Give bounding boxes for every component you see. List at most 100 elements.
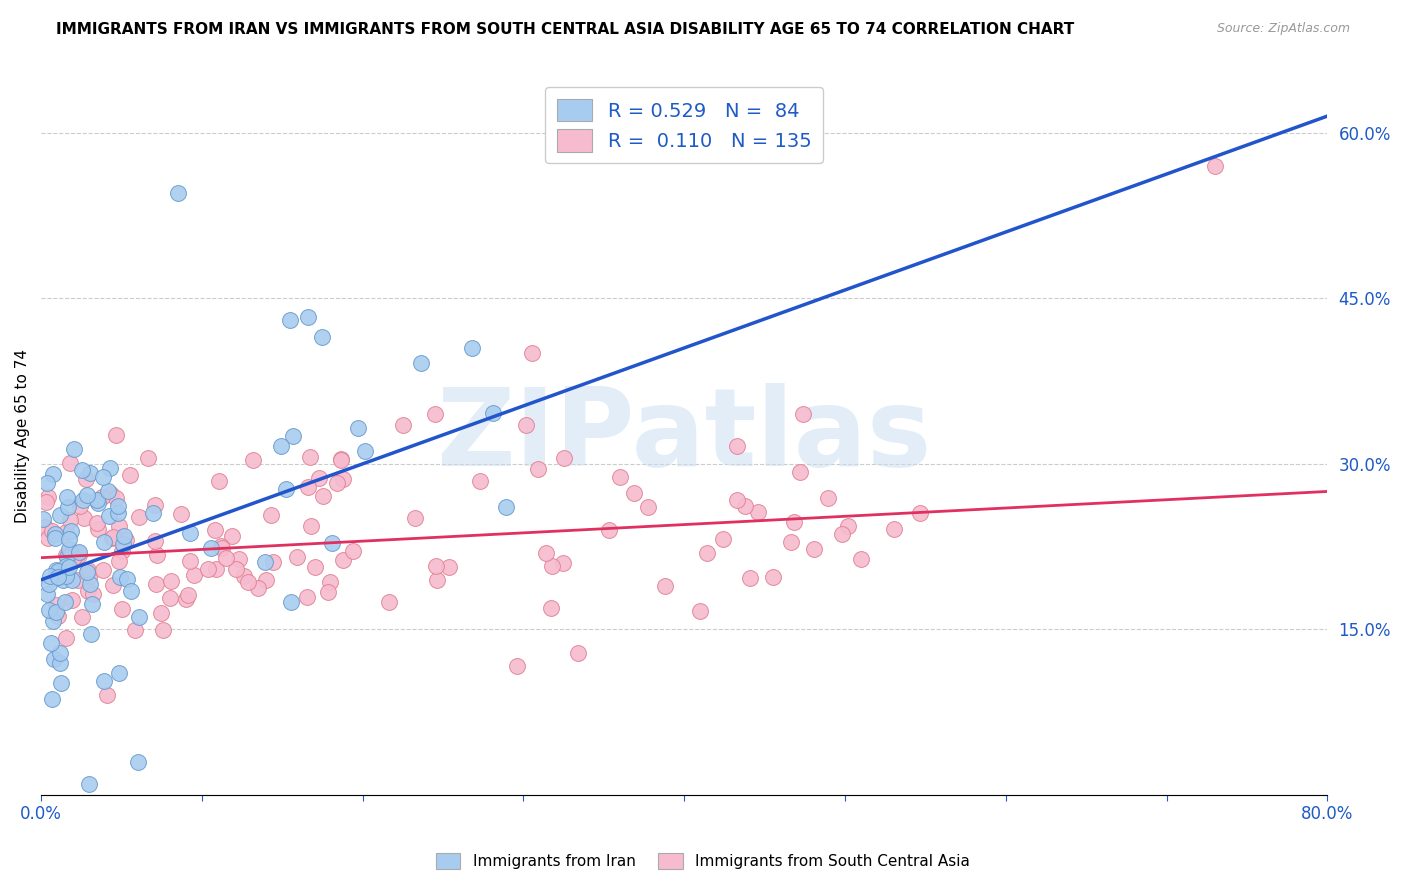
Point: [468, 474, 491, 488]
Point: [67, 546, 90, 560]
Point: [392, 418, 415, 433]
Point: [285, 550, 308, 565]
Text: Source: ZipAtlas.com: Source: ZipAtlas.com: [1216, 22, 1350, 36]
Legend: Immigrants from Iran, Immigrants from South Central Asia: Immigrants from Iran, Immigrants from So…: [430, 847, 976, 875]
Point: [541, 559, 564, 574]
Point: [46, 564, 69, 578]
Point: [93, 535, 115, 549]
Point: [59, 456, 82, 470]
Point: [297, 590, 319, 604]
Point: [45, 598, 67, 612]
Point: [713, 533, 735, 547]
Point: [110, 570, 132, 584]
Point: [41, 524, 63, 538]
Point: [849, 551, 872, 566]
Point: [540, 600, 562, 615]
Point: [152, 623, 174, 637]
Point: [817, 491, 839, 505]
Point: [82, 587, 104, 601]
Point: [93, 563, 115, 577]
Point: [179, 554, 201, 568]
Point: [520, 346, 543, 360]
Point: [37, 476, 59, 491]
Point: [281, 429, 304, 443]
Point: [159, 591, 181, 606]
Point: [803, 542, 825, 557]
Point: [515, 418, 537, 433]
Point: [298, 450, 321, 465]
Point: [93, 674, 115, 689]
Point: [318, 584, 340, 599]
Point: [39, 569, 62, 583]
Text: IMMIGRANTS FROM IRAN VS IMMIGRANTS FROM SOUTH CENTRAL ASIA DISABILITY AGE 65 TO : IMMIGRANTS FROM IRAN VS IMMIGRANTS FROM …: [56, 22, 1074, 37]
Point: [330, 451, 353, 466]
Point: [740, 571, 762, 585]
Point: [792, 407, 814, 421]
Point: [38, 577, 60, 591]
Point: [66, 573, 89, 587]
Point: [332, 553, 354, 567]
Point: [246, 581, 269, 595]
Point: [44, 652, 66, 666]
Point: [318, 574, 340, 589]
Point: [505, 659, 527, 673]
Point: [91, 470, 114, 484]
Point: [232, 568, 254, 582]
Point: [762, 570, 785, 584]
Point: [254, 555, 277, 569]
Point: [534, 546, 557, 560]
Point: [200, 541, 222, 556]
Point: [86, 493, 108, 508]
Point: [107, 499, 129, 513]
Point: [52, 573, 75, 587]
Point: [437, 560, 460, 574]
Point: [696, 546, 718, 560]
Point: [425, 559, 447, 574]
Point: [637, 500, 659, 514]
Point: [76, 563, 98, 577]
Point: [254, 573, 277, 587]
Point: [160, 574, 183, 588]
Point: [783, 515, 806, 529]
Point: [49, 657, 72, 671]
Point: [128, 510, 150, 524]
Point: [96, 689, 118, 703]
Point: [112, 529, 135, 543]
Point: [75, 472, 97, 486]
Point: [426, 573, 449, 587]
Point: [128, 609, 150, 624]
Point: [58, 532, 80, 546]
Point: [60, 574, 83, 588]
Point: [55, 566, 77, 580]
Point: [423, 407, 446, 421]
Point: [779, 534, 801, 549]
Point: [111, 602, 134, 616]
Point: [48, 508, 70, 522]
Point: [404, 511, 426, 525]
Point: [79, 627, 101, 641]
Point: [100, 487, 122, 501]
Point: [63, 442, 86, 456]
Point: [56, 549, 79, 564]
Point: [831, 527, 853, 541]
Point: [311, 330, 333, 344]
Point: [44, 571, 66, 585]
Point: [112, 537, 135, 551]
Point: [553, 450, 575, 465]
Point: [908, 506, 931, 520]
Point: [39, 636, 62, 650]
Point: [274, 482, 297, 496]
Point: [332, 472, 354, 486]
Point: [208, 474, 231, 488]
Point: [108, 554, 131, 568]
Point: [145, 577, 167, 591]
Point: [120, 584, 142, 599]
Point: [60, 592, 83, 607]
Point: [482, 405, 505, 419]
Point: [115, 572, 138, 586]
Point: [225, 562, 247, 576]
Point: [789, 465, 811, 479]
Point: [142, 507, 165, 521]
Point: [107, 519, 129, 533]
Point: [262, 555, 284, 569]
